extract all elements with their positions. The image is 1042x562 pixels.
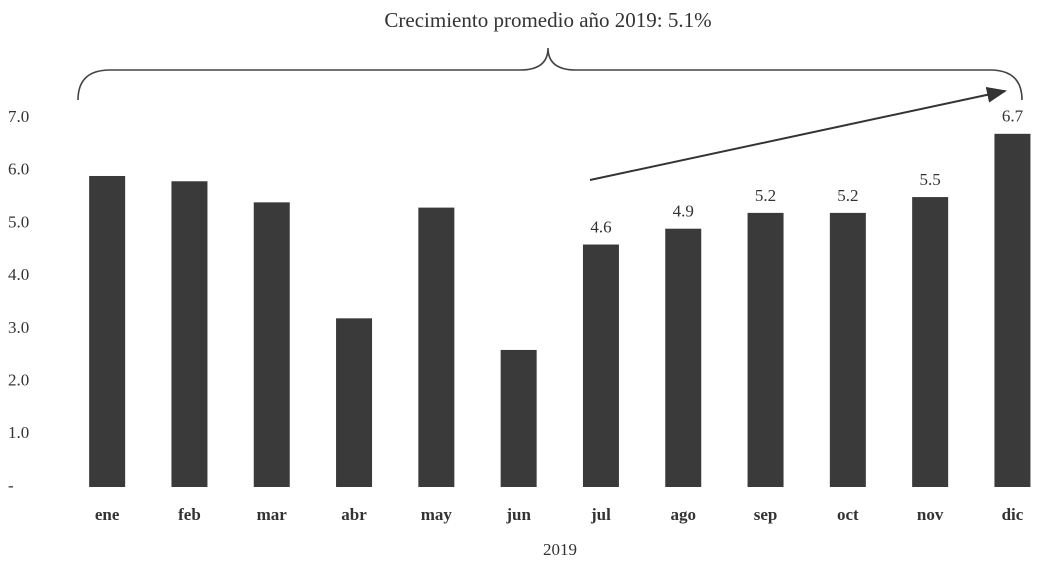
x-axis-label: 2019 — [543, 540, 577, 559]
x-tick-label: jul — [590, 505, 611, 524]
bar — [418, 207, 455, 487]
bar — [912, 197, 949, 488]
bar — [89, 175, 126, 487]
bar — [994, 133, 1031, 488]
bar — [829, 212, 866, 487]
bar — [253, 202, 290, 488]
value-label: 4.9 — [673, 202, 694, 221]
bar — [747, 212, 784, 487]
y-tick-label: 6.0 — [8, 160, 29, 179]
x-tick-label: dic — [1002, 505, 1024, 524]
y-tick-label: 3.0 — [8, 318, 29, 337]
x-tick-label: mar — [257, 505, 288, 524]
trend-arrow — [589, 86, 1007, 181]
x-tick-label: ene — [95, 505, 120, 524]
x-tick-label: ago — [671, 505, 697, 524]
bar — [171, 181, 208, 487]
x-tick-label: oct — [837, 505, 859, 524]
brace — [77, 47, 1023, 101]
y-tick-label: 1.0 — [8, 423, 29, 442]
y-tick-label: 4.0 — [8, 265, 29, 284]
y-tick-label: - — [8, 476, 14, 495]
x-tick-label: may — [421, 505, 453, 524]
value-label: 6.7 — [1002, 107, 1024, 126]
value-label: 5.2 — [837, 186, 858, 205]
bar — [665, 228, 702, 487]
x-tick-label: jun — [505, 505, 531, 524]
x-tick-label: nov — [917, 505, 944, 524]
y-tick-label: 2.0 — [8, 370, 29, 389]
value-label: 4.6 — [590, 217, 611, 236]
x-tick-label: sep — [754, 505, 778, 524]
value-label: 5.2 — [755, 186, 776, 205]
x-tick-label: feb — [178, 505, 201, 524]
bar — [500, 349, 537, 487]
bar — [336, 318, 373, 487]
bar — [582, 244, 619, 487]
y-tick-label: 7.0 — [8, 107, 29, 126]
x-tick-label: abr — [341, 505, 367, 524]
y-tick-label: 5.0 — [8, 212, 29, 231]
value-label: 5.5 — [920, 170, 941, 189]
chart-title: Crecimiento promedio año 2019: 5.1% — [384, 8, 711, 32]
